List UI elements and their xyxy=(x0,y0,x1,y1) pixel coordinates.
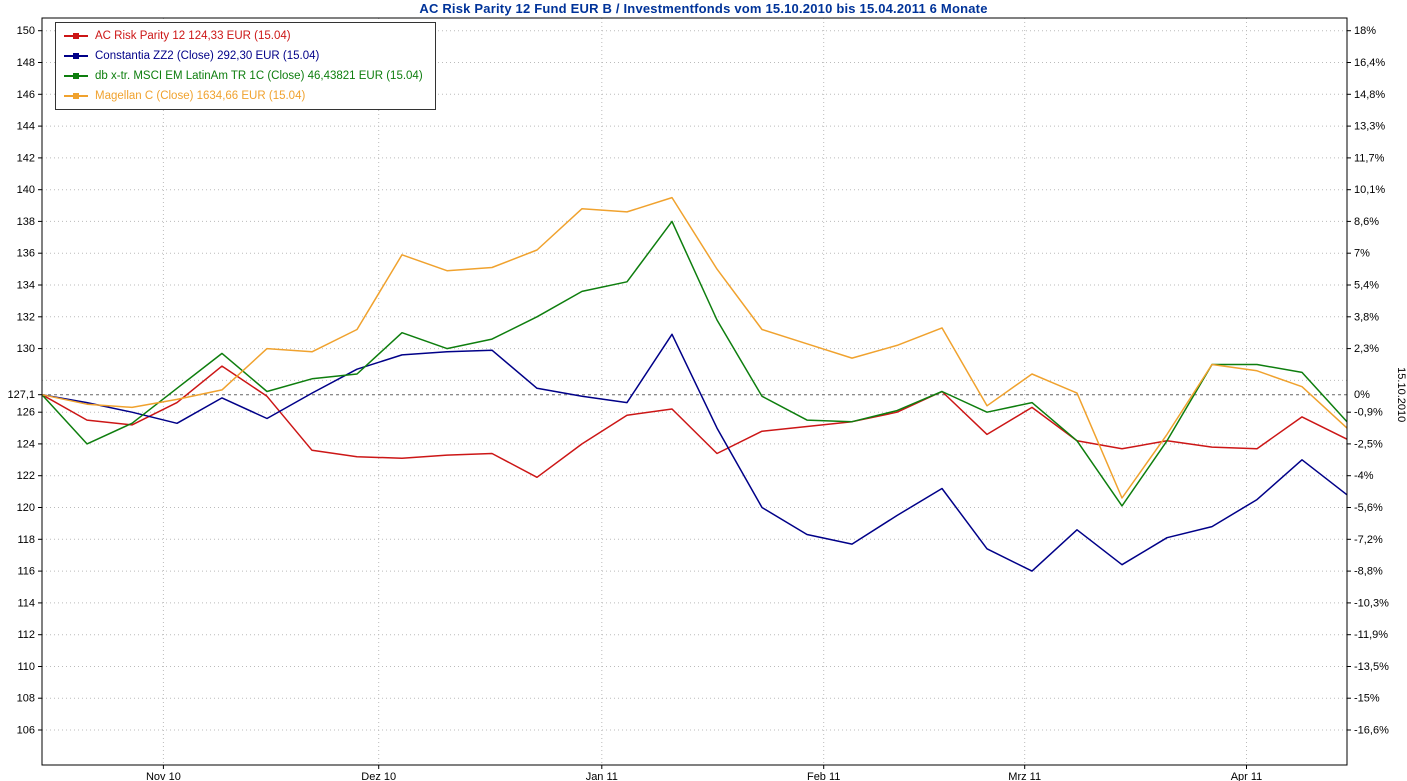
left-axis-label: 136 xyxy=(17,248,35,260)
legend-label: AC Risk Parity 12 124,33 EUR (15.04) xyxy=(95,30,291,42)
x-axis-labels: Nov 10 Dez 10 Jan 11 Feb 11 Mrz 11 Apr 11 xyxy=(146,771,1262,781)
left-axis: 150 148 146 144 142 140 138 136 134 132 130 126 124 1… xyxy=(7,25,42,737)
left-axis-label: 132 xyxy=(17,311,35,323)
right-axis-label: 5,4% xyxy=(1354,280,1379,292)
month-label: Mrz 11 xyxy=(1008,771,1041,781)
right-axis-label: -13,5% xyxy=(1354,661,1389,673)
legend-line-swatch xyxy=(64,71,88,81)
right-axis-label: -15% xyxy=(1354,693,1380,705)
page-title: AC Risk Parity 12 Fund EUR B / Investmen… xyxy=(419,1,988,16)
right-axis-label: -10,3% xyxy=(1354,597,1389,609)
right-axis-label: -5,6% xyxy=(1354,502,1383,514)
right-axis-label: 16,4% xyxy=(1354,57,1385,69)
left-axis-label: 144 xyxy=(17,121,35,133)
right-axis-label: 18% xyxy=(1354,25,1376,37)
right-axis-label: -0,9% xyxy=(1354,407,1383,419)
series-line-constantia-zz2 xyxy=(41,333,1348,572)
legend-line-swatch xyxy=(64,91,88,101)
month-label: Nov 10 xyxy=(146,771,181,781)
left-axis-label: 150 xyxy=(17,25,35,37)
legend-item: AC Risk Parity 12 124,33 EUR (15.04) xyxy=(64,26,423,46)
left-axis-label: 110 xyxy=(17,661,35,673)
left-axis-label: 124 xyxy=(17,438,35,450)
legend-label: Constantia ZZ2 (Close) 292,30 EUR (15.04… xyxy=(95,50,320,62)
baseline-left-label: 127,1 xyxy=(7,389,35,401)
left-axis-label: 138 xyxy=(17,216,35,228)
left-axis-label: 142 xyxy=(17,152,35,164)
left-axis-label: 122 xyxy=(17,470,35,482)
month-label: Feb 11 xyxy=(807,771,840,781)
legend-item: Magellan C (Close) 1634,66 EUR (15.04) xyxy=(64,86,423,106)
right-axis-label: -16,6% xyxy=(1354,725,1389,737)
legend-line-swatch xyxy=(64,31,88,41)
right-axis-label: 8,6% xyxy=(1354,216,1379,228)
right-axis: 18% 16,4% 14,8% 13,3% 11,7% 10,1% 8,6% 7% 5,4% 3,… xyxy=(1347,25,1407,737)
vertical-gridlines xyxy=(162,18,1247,769)
month-label: Dez 10 xyxy=(361,771,396,781)
baseline-date-label: 15.10.2010 xyxy=(1395,367,1407,422)
legend: AC Risk Parity 12 124,33 EUR (15.04) Cons… xyxy=(55,22,436,110)
left-axis-label: 146 xyxy=(17,89,35,101)
month-label: Apr 11 xyxy=(1231,771,1263,781)
legend-label: Magellan C (Close) 1634,66 EUR (15.04) xyxy=(95,90,306,102)
legend-item: db x-tr. MSCI EM LatinAm TR 1C (Close) 4… xyxy=(64,66,423,86)
left-axis-label: 126 xyxy=(17,407,35,419)
left-axis-label: 140 xyxy=(17,184,35,196)
right-axis-label: -11,9% xyxy=(1354,629,1388,641)
series-line-magellan-c xyxy=(41,196,1348,499)
right-axis-label: -8,8% xyxy=(1354,566,1383,578)
right-axis-label: 11,7% xyxy=(1354,152,1385,164)
left-axis-label: 108 xyxy=(17,693,35,705)
legend-label: db x-tr. MSCI EM LatinAm TR 1C (Close) 4… xyxy=(95,70,423,82)
left-axis-label: 114 xyxy=(17,597,35,609)
right-axis-label: 7% xyxy=(1354,248,1370,260)
right-axis-label: 10,1% xyxy=(1354,184,1385,196)
plot-frame xyxy=(41,17,1348,766)
legend-line-swatch xyxy=(64,51,88,61)
legend-item: Constantia ZZ2 (Close) 292,30 EUR (15.04… xyxy=(64,46,423,66)
right-axis-label: 3,8% xyxy=(1354,311,1379,323)
left-axis-label: 134 xyxy=(17,280,35,292)
left-axis-label: 118 xyxy=(17,534,35,546)
left-axis-label: 130 xyxy=(17,343,35,355)
baseline-right-label: 0% xyxy=(1354,389,1370,401)
right-axis-label: -7,2% xyxy=(1354,534,1383,546)
left-axis-label: 120 xyxy=(17,502,35,514)
right-axis-label: 13,3% xyxy=(1354,121,1385,133)
series-line-db-x-tr-msci-em-latinam-tr-1c xyxy=(41,220,1348,507)
left-axis-label: 112 xyxy=(17,629,35,641)
left-axis-label: 148 xyxy=(17,57,35,69)
right-axis-label: 2,3% xyxy=(1354,343,1379,355)
series-line-ac-risk-parity-12 xyxy=(41,365,1348,479)
right-axis-label: -4% xyxy=(1354,470,1374,482)
month-label: Jan 11 xyxy=(586,771,618,781)
right-axis-label: 14,8% xyxy=(1354,89,1385,101)
left-axis-label: 106 xyxy=(17,725,35,737)
left-axis-label: 116 xyxy=(17,566,35,578)
right-axis-label: -2,5% xyxy=(1354,438,1383,450)
